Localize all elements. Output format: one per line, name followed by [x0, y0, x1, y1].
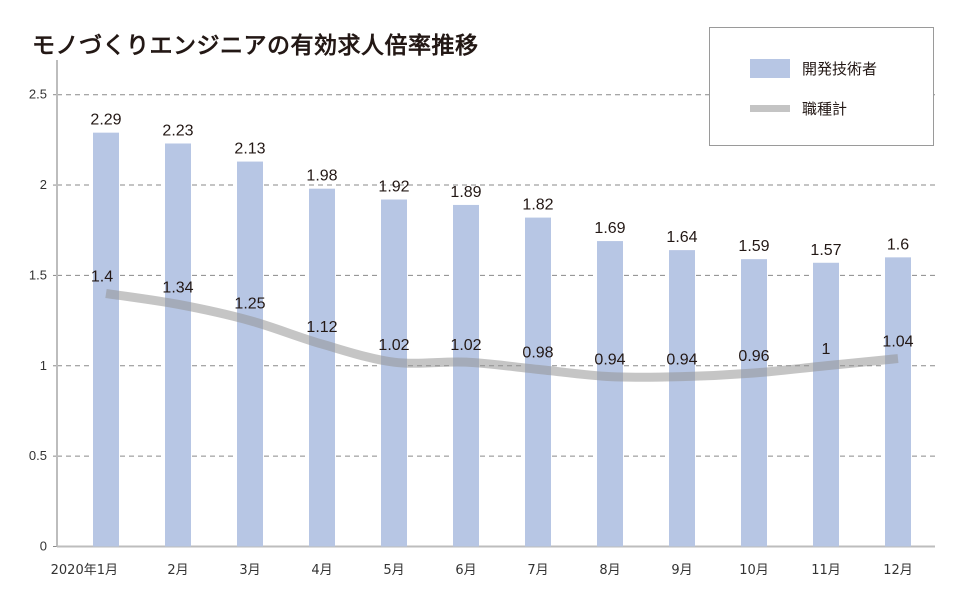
- line-value-label: 1.25: [234, 296, 265, 313]
- line-value-label: 1.4: [91, 268, 113, 285]
- x-tick-label: 10月: [739, 563, 769, 578]
- bar-value-label: 1.69: [594, 220, 625, 237]
- x-tick-label: 2月: [167, 563, 188, 578]
- legend-swatch-line: [750, 105, 790, 112]
- x-tick-label: 4月: [311, 563, 332, 578]
- line-value-label: 1: [822, 341, 831, 358]
- bar-value-label: 1.64: [666, 229, 697, 246]
- y-tick-label: 2: [40, 177, 47, 192]
- x-tick-label: 7月: [527, 563, 548, 578]
- y-tick-label: 1.5: [29, 267, 47, 282]
- bar: [669, 250, 695, 547]
- x-tick-label: 2020年1月: [51, 563, 118, 578]
- legend-swatch-bar: [750, 59, 790, 78]
- bar-value-label: 2.29: [90, 112, 121, 129]
- bar-value-label: 1.89: [450, 184, 481, 201]
- bar: [453, 204, 479, 547]
- bar: [93, 132, 119, 547]
- bar-value-label: 1.57: [810, 242, 841, 259]
- bar: [165, 143, 191, 547]
- bar-value-label: 1.92: [378, 179, 409, 196]
- bar-value-label: 2.13: [234, 141, 265, 158]
- chart-title: モノづくりエンジニアの有効求人倍率推移: [32, 33, 479, 59]
- line-value-label: 0.94: [594, 352, 625, 369]
- y-tick-label: 0: [40, 539, 47, 554]
- bar-value-label: 2.23: [162, 122, 193, 139]
- line-value-label: 1.02: [378, 337, 409, 354]
- x-tick-label: 6月: [455, 563, 476, 578]
- bar: [813, 262, 839, 547]
- line-value-label: 1.12: [306, 319, 337, 336]
- line-value-label: 0.94: [666, 352, 697, 369]
- legend-item-bar: 開発技術者: [750, 58, 877, 79]
- bar-value-label: 1.82: [522, 197, 553, 214]
- y-tick-label: 1: [40, 358, 47, 373]
- bar-value-label: 1.6: [887, 236, 909, 253]
- bar: [381, 199, 407, 547]
- bar: [741, 259, 767, 547]
- legend-label: 職種計: [802, 100, 848, 118]
- bar: [309, 188, 335, 547]
- x-tick-label: 5月: [383, 563, 404, 578]
- line-value-label: 1.02: [450, 337, 481, 354]
- line-value-label: 0.98: [522, 344, 553, 361]
- bar: [237, 161, 263, 547]
- line-value-label: 1.04: [882, 334, 913, 351]
- legend-label: 開発技術者: [802, 60, 878, 78]
- bar-value-label: 1.98: [306, 168, 337, 185]
- x-tick-label: 12月: [883, 563, 913, 578]
- x-tick-label: 8月: [599, 563, 620, 578]
- bar-value-label: 1.59: [738, 238, 769, 255]
- x-tick-label: 9月: [671, 563, 692, 578]
- bar: [885, 257, 911, 547]
- legend: 開発技術者 職種計: [709, 27, 934, 146]
- x-tick-label: 3月: [239, 563, 260, 578]
- y-tick-label: 2.5: [29, 87, 47, 102]
- y-tick-label: 0.5: [29, 448, 47, 463]
- line-value-label: 1.34: [162, 279, 193, 296]
- bar: [597, 241, 623, 547]
- legend-item-line: 職種計: [750, 98, 847, 119]
- line-series: [105, 289, 899, 382]
- line-value-label: 0.96: [738, 348, 769, 365]
- x-tick-label: 11月: [811, 563, 841, 578]
- bar: [525, 217, 551, 547]
